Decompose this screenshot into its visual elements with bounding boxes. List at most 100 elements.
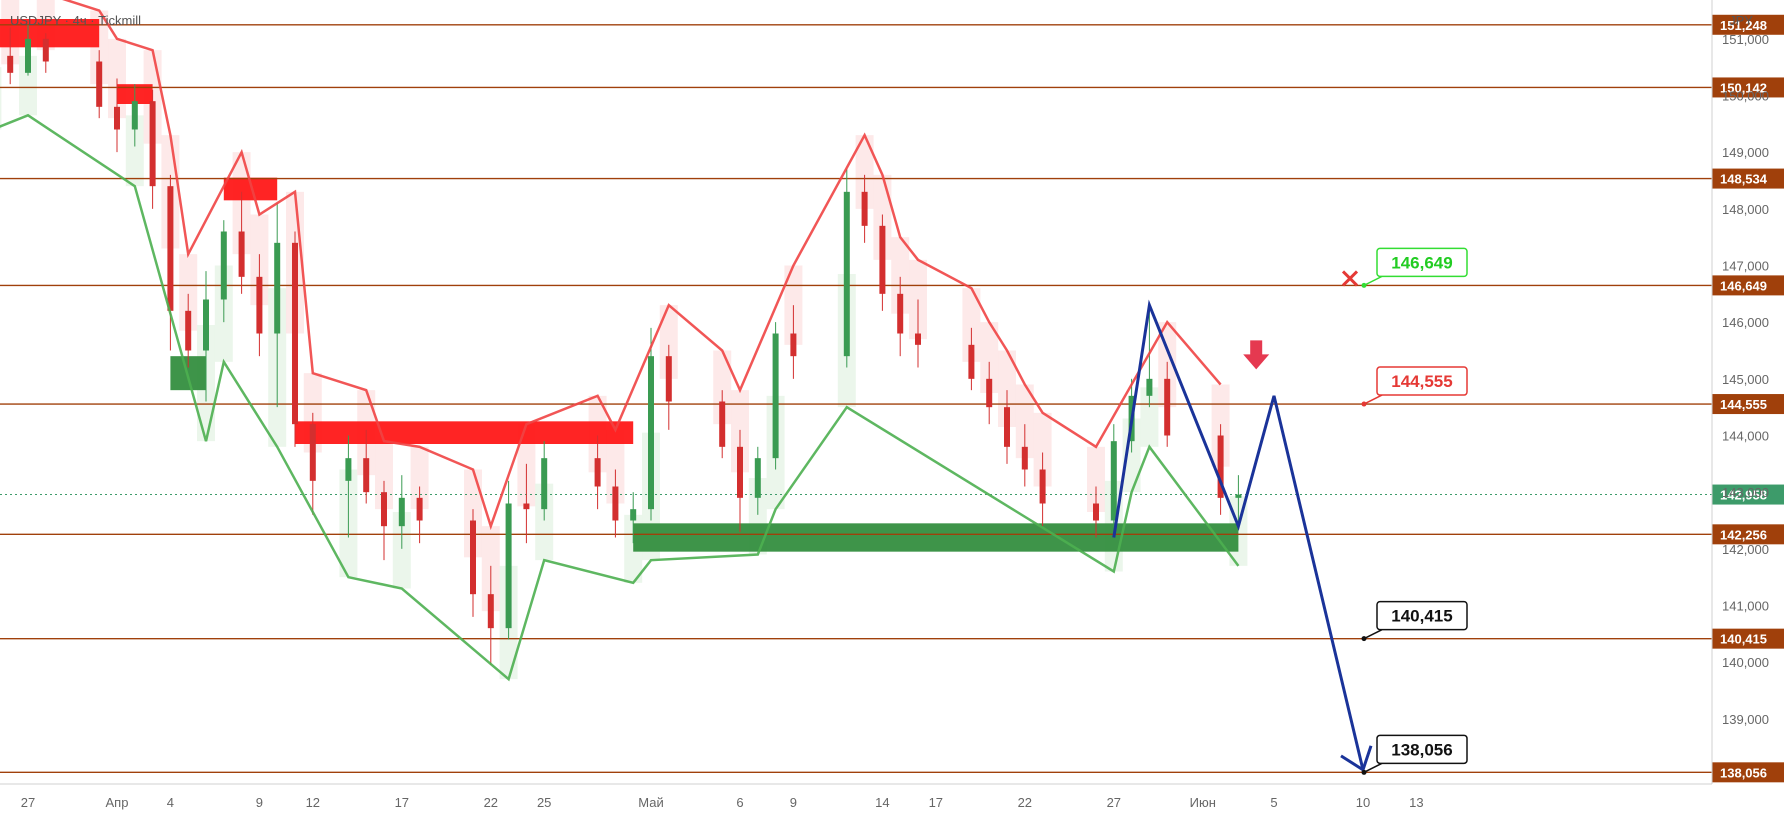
trend-fill-up [19, 55, 37, 116]
candle-body [1110, 441, 1117, 521]
candle-body [1004, 407, 1010, 447]
trend-fill-down [998, 350, 1016, 427]
trend-fill-down [179, 254, 198, 331]
cross-marker [1341, 270, 1359, 287]
candle-body [861, 191, 868, 226]
supply-zone [223, 177, 278, 201]
y-tick-label: 150,000 [1722, 89, 1769, 104]
x-tick-label: 12 [306, 795, 320, 810]
candle-body [1217, 435, 1224, 498]
x-tick-label: 5 [1270, 795, 1277, 810]
candle-body [612, 486, 619, 521]
y-tick-label: 144,000 [1722, 429, 1769, 444]
candle-body [594, 458, 601, 487]
level-badge [1712, 524, 1784, 545]
candle-body [1021, 446, 1028, 470]
trend-fill-down [713, 350, 732, 425]
candle-body [274, 242, 281, 334]
trend-fill-up [1122, 418, 1141, 493]
trend-fill-down [375, 441, 393, 510]
y-tick-label: 141,000 [1722, 599, 1769, 614]
level-badge [1712, 628, 1784, 649]
y-tick-label: 140,000 [1722, 655, 1769, 670]
candle-body [7, 55, 14, 73]
level-badge-text: 140,415 [1720, 632, 1767, 647]
callout-box [1376, 247, 1468, 278]
x-tick-label: 17 [395, 795, 409, 810]
trend-fill-up [535, 483, 554, 561]
x-tick-label: 4 [167, 795, 174, 810]
candle-body [915, 333, 921, 345]
y-tick-label: 146,000 [1722, 315, 1769, 330]
callout-text: 146,649 [1391, 253, 1452, 272]
x-tick-label: 27 [1107, 795, 1121, 810]
candle-body [256, 276, 263, 334]
y-tick-label: 139,000 [1722, 712, 1769, 727]
trend-fill-down [962, 288, 981, 362]
candle-body [470, 520, 476, 595]
candle-body [149, 101, 156, 187]
x-tick-label: 10 [1356, 795, 1370, 810]
callout-text: 140,415 [1391, 607, 1452, 626]
level-badge-text: 142,256 [1720, 527, 1767, 542]
x-tick-label: 27 [21, 795, 35, 810]
candle-body [665, 356, 672, 402]
candle-body [309, 424, 316, 481]
trend-fill-down [606, 429, 625, 504]
level-badge-text: 138,056 [1720, 765, 1767, 780]
candle-body [986, 378, 993, 408]
x-tick-label: Июн [1190, 795, 1216, 810]
x-tick-label: 9 [790, 795, 797, 810]
callout-leader [1363, 394, 1383, 405]
candle-body [398, 497, 405, 527]
candle-body [96, 61, 103, 107]
trend-fill-down [1015, 384, 1034, 459]
trend-fill-down [410, 446, 429, 510]
candle-body [203, 299, 209, 351]
level-badge-text: 151,248 [1720, 18, 1767, 33]
supertrend-up-line [0, 113, 1240, 682]
current-price-text: 142,958 [1720, 488, 1767, 503]
x-tick-label: 9 [256, 795, 263, 810]
trend-fill-down [659, 305, 678, 379]
callout-text: 144,555 [1391, 372, 1452, 391]
callout-text: 138,056 [1391, 740, 1452, 759]
x-tick-label: 22 [484, 795, 498, 810]
level-badge [1712, 762, 1784, 783]
y-tick-label: 145,000 [1722, 372, 1769, 387]
y-tick-label: 151,000 [1722, 32, 1769, 47]
demand-zone [633, 523, 1239, 552]
x-tick-label: 17 [929, 795, 943, 810]
candle-body [131, 101, 138, 130]
trend-fill-down [1033, 412, 1052, 487]
candle-body [790, 333, 797, 357]
candle-body [1164, 378, 1171, 436]
candle-body [968, 344, 975, 379]
x-tick-label: 13 [1409, 795, 1423, 810]
candle-body [505, 503, 512, 629]
level-badge-text: 146,649 [1720, 278, 1767, 293]
candle-body [897, 293, 904, 334]
candle-body [42, 38, 49, 62]
x-tick-label: Май [638, 795, 663, 810]
candle-body [630, 509, 637, 521]
candle-body [737, 446, 743, 498]
x-tick-label: 25 [537, 795, 551, 810]
current-price-badge [1712, 484, 1784, 505]
currency-label: JPY [1729, 13, 1753, 28]
candle-body [1093, 503, 1099, 521]
candle-body [843, 191, 850, 357]
supply-zone [295, 421, 634, 444]
x-tick-label: Апр [106, 795, 129, 810]
trend-fill-up [125, 115, 144, 187]
candle-body [1235, 494, 1242, 498]
candle-body [25, 38, 31, 73]
projection-arrowhead [1340, 745, 1373, 773]
level-badge [1712, 14, 1784, 35]
callout-leader [1363, 275, 1383, 287]
projection-path [1112, 299, 1365, 771]
candle-body [541, 458, 548, 510]
y-tick-label: 149,000 [1722, 145, 1769, 160]
